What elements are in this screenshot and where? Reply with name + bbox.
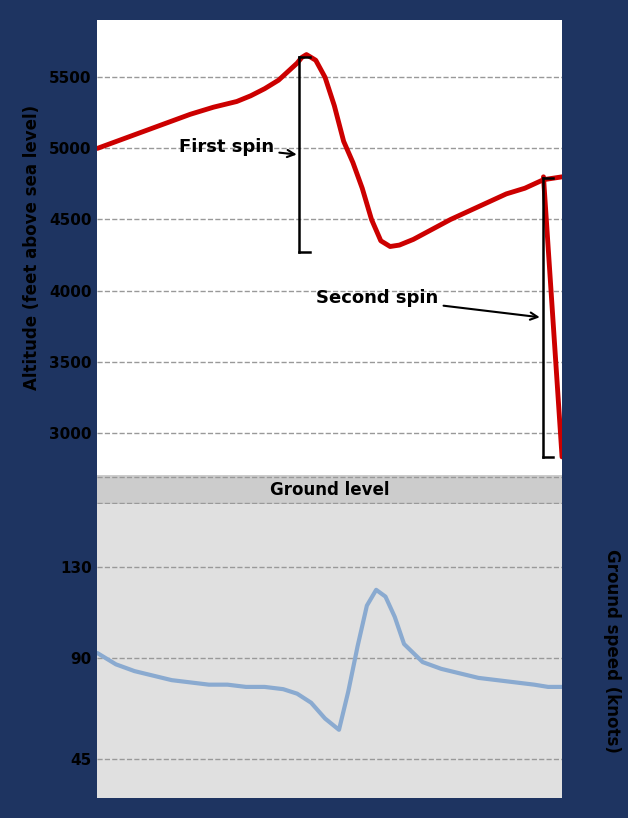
Text: First spin: First spin: [179, 138, 295, 157]
Y-axis label: Altitude (feet above sea level): Altitude (feet above sea level): [23, 106, 41, 390]
Text: Second spin: Second spin: [316, 289, 538, 320]
Text: Ground level: Ground level: [270, 481, 389, 499]
Text: Ground speed (knots): Ground speed (knots): [604, 549, 621, 753]
